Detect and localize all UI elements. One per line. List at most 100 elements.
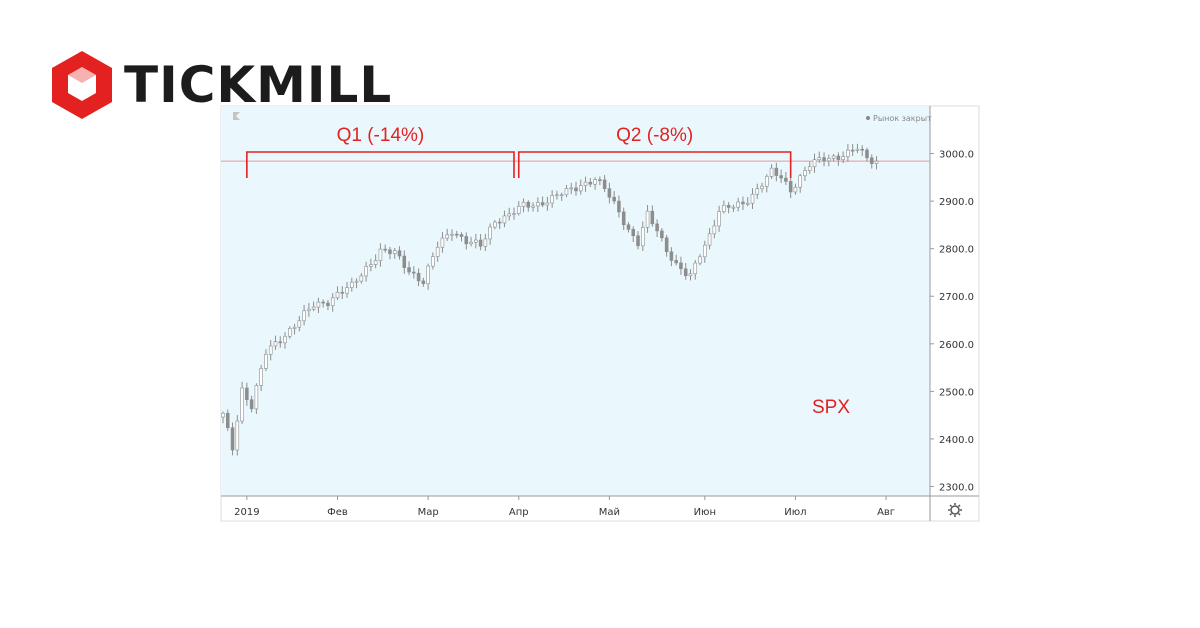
candle	[326, 299, 330, 311]
candle	[736, 197, 740, 212]
price-tick-label: 2600.0	[939, 340, 974, 351]
settings-gear-icon[interactable]	[948, 503, 962, 517]
price-tick-label: 3000.0	[939, 150, 974, 161]
candle	[311, 301, 316, 312]
candle	[674, 254, 678, 266]
candle	[459, 232, 464, 242]
candle	[803, 166, 807, 181]
candle	[307, 303, 311, 317]
candle	[440, 231, 445, 253]
candle	[683, 262, 688, 280]
candle	[865, 147, 869, 162]
candle	[688, 269, 693, 281]
candle	[641, 221, 645, 252]
candle	[497, 218, 502, 230]
candle	[454, 230, 459, 239]
quarter-label: Q2 (-8%)	[616, 125, 693, 146]
price-tick-label: 2400.0	[939, 435, 974, 446]
candle	[650, 205, 655, 227]
candle	[574, 181, 578, 196]
candle	[288, 326, 292, 339]
candle	[655, 219, 659, 238]
candle	[345, 281, 349, 298]
candle	[388, 246, 392, 260]
candle	[350, 277, 354, 292]
candle	[259, 364, 263, 392]
candle	[755, 183, 760, 200]
candle	[450, 229, 454, 241]
candle	[698, 254, 702, 266]
candle	[302, 304, 306, 326]
candle	[526, 200, 531, 212]
quarter-bracket	[246, 151, 515, 178]
candle	[707, 228, 712, 250]
candle	[292, 323, 297, 335]
market-status-dot	[866, 116, 870, 120]
candle	[846, 144, 850, 162]
candle	[330, 293, 335, 312]
candle	[765, 174, 769, 193]
candle	[822, 152, 826, 167]
candle	[278, 336, 283, 348]
time-tick-label: 2019	[234, 507, 259, 518]
candle	[321, 299, 325, 308]
candle	[555, 190, 559, 200]
candle	[464, 232, 469, 250]
time-tick-label: Июн	[694, 507, 716, 518]
candle	[679, 256, 683, 275]
candle	[445, 228, 449, 241]
candle	[731, 204, 736, 212]
time-tick-label: Июл	[784, 507, 806, 518]
candle	[617, 195, 621, 218]
candle	[435, 241, 440, 262]
candle	[493, 220, 497, 230]
candle	[774, 162, 779, 182]
candle	[540, 196, 545, 208]
candle	[478, 234, 483, 251]
candle	[798, 173, 802, 193]
candle	[245, 382, 249, 406]
time-tick-label: Апр	[509, 507, 529, 518]
price-tick-label: 2300.0	[939, 482, 974, 493]
candle	[827, 154, 831, 167]
candle	[874, 156, 879, 170]
candle	[807, 161, 812, 174]
candle	[402, 250, 407, 274]
candle	[240, 381, 244, 425]
candle	[631, 226, 636, 242]
quarter-label: Q1 (-14%)	[337, 125, 425, 146]
candle	[297, 315, 302, 332]
candle	[612, 191, 616, 205]
brand-logo[interactable]: TICKMILL	[50, 49, 392, 121]
candle	[836, 152, 841, 166]
candle	[550, 190, 554, 208]
candle	[412, 266, 416, 279]
candle	[225, 409, 230, 431]
candle	[397, 246, 402, 260]
candle	[588, 177, 593, 188]
candle	[407, 261, 411, 276]
candle	[841, 151, 845, 164]
candle	[860, 145, 864, 157]
candle	[354, 278, 359, 289]
candle	[784, 172, 788, 186]
price-tick-label: 2700.0	[939, 292, 974, 303]
candle	[703, 240, 707, 263]
flag-icon[interactable]	[233, 112, 240, 120]
candle	[426, 263, 430, 290]
candle	[626, 222, 631, 233]
candle	[273, 335, 278, 350]
time-tick-label: Мар	[418, 507, 439, 518]
candle	[569, 182, 574, 195]
candle	[421, 277, 426, 287]
candle	[788, 176, 793, 199]
candle	[855, 143, 860, 154]
candle	[621, 207, 626, 231]
candle	[607, 182, 612, 204]
candles	[221, 143, 879, 456]
candle	[760, 182, 764, 193]
hexagon-logo-icon	[52, 51, 112, 119]
candle	[693, 260, 698, 280]
price-tick-label: 2800.0	[939, 245, 974, 256]
